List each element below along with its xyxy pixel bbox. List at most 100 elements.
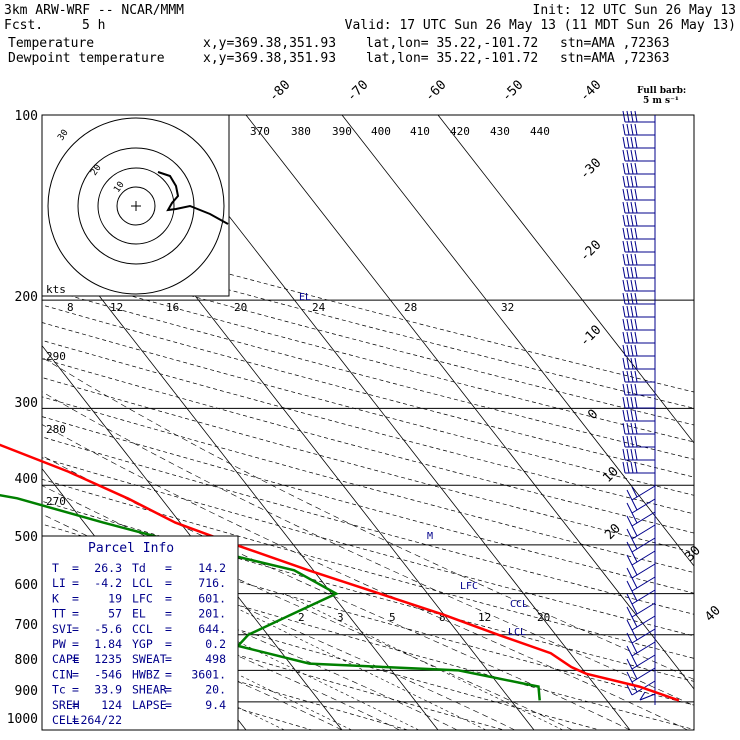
isotherm-line xyxy=(341,115,694,567)
parcel-info-value: = xyxy=(72,607,79,621)
parcel-info-value: K xyxy=(52,591,59,605)
speed-label: 20 xyxy=(234,301,247,314)
wind-barb xyxy=(622,136,655,149)
parcel-info-value: LCL xyxy=(132,576,153,590)
wind-barb xyxy=(626,524,656,540)
parcel-info-box: Parcel Info T = 26.3 Td = 14.2 LI = -4.2 LCL = 716.… xyxy=(41,535,239,731)
wind-barb xyxy=(622,175,655,188)
wind-barb xyxy=(626,576,656,592)
wind-barb xyxy=(639,691,656,701)
parcel-info-value: -4.2 xyxy=(94,576,122,590)
forecast-label: Fcst. xyxy=(4,18,43,33)
wind-barb xyxy=(622,448,655,461)
wind-barb xyxy=(626,511,656,527)
ccl-marker: CCL xyxy=(510,599,528,610)
wind-barbs xyxy=(622,110,656,705)
parcel-info-value: = xyxy=(165,576,172,590)
speed-labels: 8 12 16 20 24 28 32 xyxy=(67,301,514,314)
wind-barb xyxy=(626,615,656,631)
parcel-info-value: CIN xyxy=(52,667,73,681)
isotherm-label: 30 xyxy=(682,543,704,565)
wind-barb xyxy=(626,537,656,553)
parcel-info-value: SHEAR xyxy=(132,683,167,697)
dry-adiabat-label: 270 xyxy=(46,495,66,508)
mixing-ratio-label: 20 xyxy=(537,611,550,624)
parcel-info-value: 1.84 xyxy=(94,637,122,651)
theta-label: 390 xyxy=(332,125,352,138)
theta-label: 420 xyxy=(450,125,470,138)
wind-barb xyxy=(622,331,655,344)
m-marker: M xyxy=(427,531,433,542)
mixing-ratio-line xyxy=(206,593,487,730)
valid-time: Valid: 17 UTC Sun 26 May 13 (11 MDT Sun … xyxy=(345,18,736,33)
wind-barb xyxy=(622,162,655,175)
wind-barb xyxy=(622,396,655,409)
wind-barb xyxy=(626,654,656,670)
dry-adiabat xyxy=(42,500,694,682)
wind-barb xyxy=(622,253,655,266)
isotherm-label: 10 xyxy=(600,464,622,486)
wind-barb xyxy=(622,266,655,279)
parcel-info-value: LAPSE xyxy=(132,698,167,712)
parcel-info-value: = xyxy=(72,667,79,681)
theta-label: 400 xyxy=(371,125,391,138)
dewpoint-label: Dewpoint temperature xyxy=(8,51,165,66)
barb-legend-line1: Full barb: xyxy=(637,86,686,96)
wind-barb xyxy=(622,227,655,240)
parcel-annotations: EL LFC CCL LCL M xyxy=(299,292,528,638)
dry-adiabat xyxy=(42,547,694,730)
wind-barb xyxy=(626,563,656,579)
speed-label: 8 xyxy=(67,301,74,314)
parcel-info-value: 264/22 xyxy=(80,713,122,727)
parcel-info-value: = xyxy=(72,561,79,575)
isotherm-label: -40 xyxy=(577,78,604,105)
parcel-info-value: = xyxy=(165,698,172,712)
parcel-info-value: = xyxy=(72,652,79,666)
parcel-info-value: = xyxy=(165,683,172,697)
temperature-station: stn=AMA ,72363 xyxy=(560,36,670,51)
parcel-info-value: CCL xyxy=(132,622,153,636)
pressure-label: 700 xyxy=(15,618,38,633)
parcel-info-value: TT xyxy=(52,607,66,621)
pressure-label: 900 xyxy=(15,684,38,699)
wind-barb xyxy=(622,201,655,214)
pressure-labels: 100 200 300 400 500 600 700 800 900 1000 xyxy=(7,109,38,727)
theta-label: 370 xyxy=(250,125,270,138)
parcel-info-value: CELL xyxy=(52,713,80,727)
parcel-info-value: HWBZ xyxy=(132,667,160,681)
parcel-info-value: -546 xyxy=(94,667,122,681)
dry-adiabat xyxy=(42,571,600,730)
parcel-info-frame xyxy=(41,535,239,731)
hodograph-ring-30 xyxy=(77,147,195,265)
lcl-marker: LCL xyxy=(508,627,526,638)
parcel-info-value: CAPE xyxy=(52,652,80,666)
parcel-info-value: 0.2 xyxy=(205,637,226,651)
isotherm-label: 40 xyxy=(702,603,724,625)
parcel-info-value: = xyxy=(72,591,79,605)
parcel-info-value: = xyxy=(72,713,79,727)
wind-barb xyxy=(622,370,655,383)
parcel-info-value: = xyxy=(72,698,79,712)
parcel-info-value: = xyxy=(165,622,172,636)
temperature-label: Temperature xyxy=(8,36,94,51)
wind-barb xyxy=(622,318,655,331)
barb-legend-line2: 5 m s⁻¹ xyxy=(643,96,679,106)
parcel-info-value: 716. xyxy=(198,576,226,590)
parcel-info-value: = xyxy=(165,607,172,621)
theta-label: 430 xyxy=(490,125,510,138)
isotherm-line xyxy=(245,115,694,690)
parcel-info-value: = xyxy=(165,637,172,651)
parcel-info-value: 26.3 xyxy=(94,561,122,575)
wind-barb xyxy=(622,214,655,227)
wind-barb xyxy=(626,485,656,501)
pressure-label: 100 xyxy=(15,109,38,124)
isotherm-label: -30 xyxy=(577,156,604,183)
wind-barb xyxy=(622,292,655,305)
mixing-ratio-labels: 2 3 5 8 12 20 xyxy=(298,611,550,624)
parcel-info-title: Parcel Info xyxy=(88,541,174,556)
wind-barb xyxy=(622,344,655,357)
parcel-info-value: Tc xyxy=(52,683,66,697)
isotherm-label: 0 xyxy=(585,407,601,423)
parcel-info-value: YGP xyxy=(132,637,153,651)
moist-adiabat xyxy=(42,455,631,730)
